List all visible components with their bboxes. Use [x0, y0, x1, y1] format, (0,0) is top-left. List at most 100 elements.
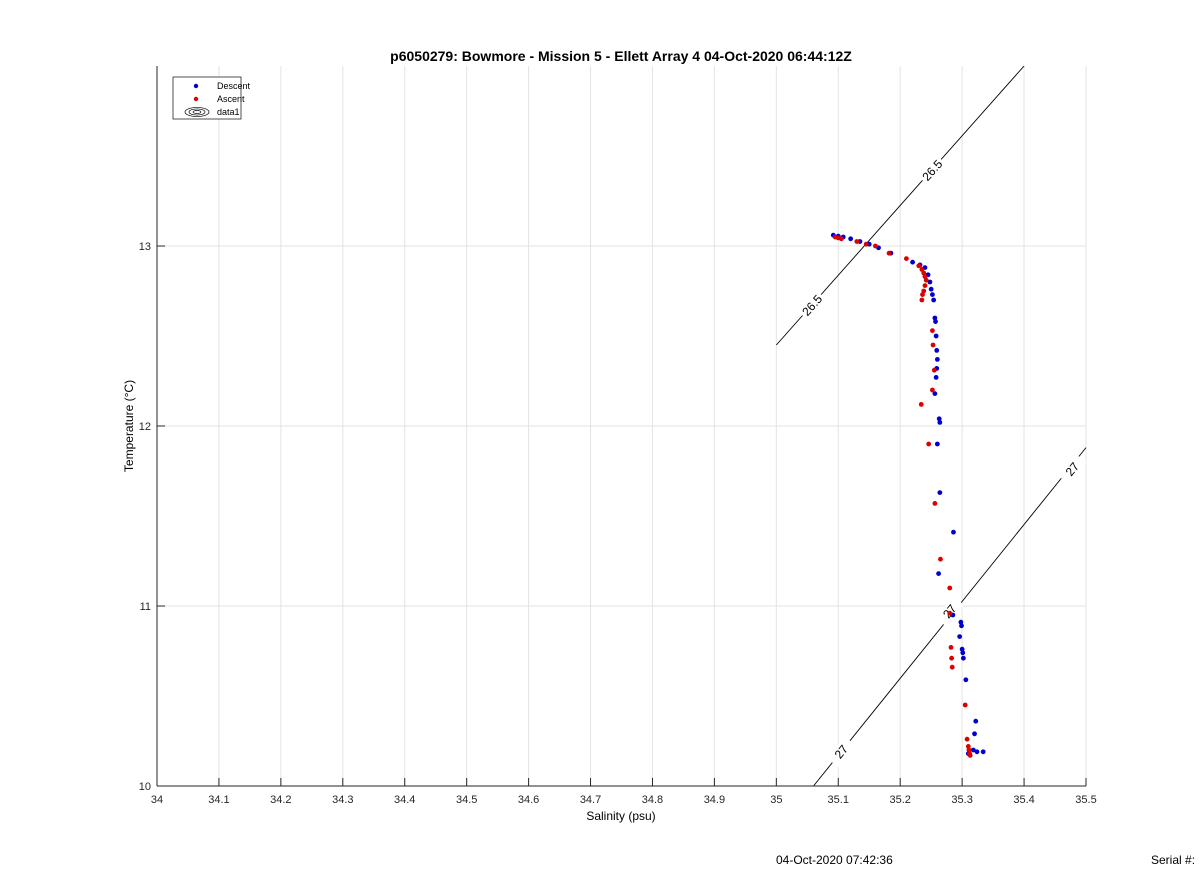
- descent-point: [933, 319, 938, 324]
- descent-point: [932, 391, 938, 396]
- x-tick-label: 34.1: [208, 794, 229, 806]
- legend-marker-descent: [193, 83, 199, 89]
- ascent-point: [966, 747, 972, 753]
- descent-point: [974, 749, 980, 755]
- descent-point: [960, 655, 966, 661]
- contour-label-background: [917, 155, 947, 186]
- descent-point: [930, 292, 935, 297]
- descent-point: [951, 529, 956, 535]
- descent-point: [934, 357, 940, 362]
- descent-point: [936, 416, 942, 422]
- ascent-point: [863, 241, 869, 247]
- descent-point: [960, 650, 966, 656]
- descent-point: [910, 259, 915, 265]
- ascent-point: [930, 342, 936, 348]
- contour-label-background: [827, 736, 856, 768]
- ascent-point: [964, 736, 970, 742]
- ascent-point: [967, 753, 973, 758]
- x-tick-label: 34.8: [642, 794, 663, 806]
- ascent-point: [926, 441, 932, 447]
- contour-label-background: [1058, 453, 1087, 485]
- descent-point: [936, 571, 941, 576]
- ascent-point: [921, 270, 927, 276]
- descent-point: [933, 375, 939, 380]
- x-tick-label: 34.2: [270, 794, 291, 806]
- ascent-point: [931, 367, 937, 373]
- x-tick-label: 35.2: [889, 794, 910, 806]
- ascent-point: [903, 256, 909, 261]
- x-tick-label: 34: [151, 794, 163, 806]
- x-tick-label: 34.5: [456, 794, 477, 806]
- y-tick-label: 13: [139, 241, 151, 253]
- legend-label-ascent: Ascent: [217, 94, 245, 104]
- data-points: [830, 232, 986, 758]
- ascent-point: [949, 655, 955, 661]
- descent-point: [928, 286, 934, 292]
- descent-point: [973, 718, 979, 724]
- ascent-point: [923, 277, 929, 283]
- serial-label: Serial #:: [1151, 853, 1196, 867]
- descent-point: [934, 348, 940, 353]
- y-axis-label: Temperature (°C): [122, 380, 136, 472]
- ascent-point: [922, 283, 928, 288]
- descent-point: [934, 441, 940, 447]
- x-tick-label: 35: [770, 794, 782, 806]
- ascent-point: [886, 250, 892, 256]
- axes: 34 34.1 34.2 34.3 34.4 34.5 34.6 34.7 34.8 34.9 35…: [139, 66, 1097, 806]
- ascent-point: [921, 288, 927, 294]
- legend-contour-icon: [184, 107, 210, 117]
- contour-label-background: [797, 290, 827, 321]
- ascent-point: [918, 402, 924, 407]
- descent-point: [963, 677, 969, 683]
- ascent-point: [930, 387, 935, 393]
- ascent-point: [948, 645, 954, 650]
- y-tick-label: 11: [140, 601, 151, 613]
- descent-point: [959, 623, 964, 629]
- descent-point: [959, 646, 965, 652]
- legend: Descent Ascent data1: [172, 76, 251, 120]
- ascent-point: [919, 267, 925, 272]
- x-axis-label: Salinity (psu): [586, 809, 655, 823]
- ascent-point: [916, 263, 922, 269]
- ascent-point: [922, 274, 928, 279]
- ascent-point: [962, 702, 968, 708]
- chart-title: p6050279: Bowmore - Mission 5 - Ellett A…: [390, 48, 852, 64]
- ascent-point: [930, 328, 935, 333]
- ascent-point: [947, 585, 953, 591]
- ascent-point: [932, 501, 938, 506]
- descent-point: [932, 315, 938, 321]
- ascent-point: [947, 610, 953, 616]
- descent-point: [958, 619, 964, 625]
- y-tick-label: 12: [139, 421, 151, 433]
- x-tick-label: 35.1: [828, 794, 849, 806]
- ascent-point: [965, 744, 971, 749]
- descent-point: [931, 297, 937, 303]
- descent-point: [937, 490, 943, 495]
- ascent-point: [938, 556, 943, 562]
- x-tick-label: 34.3: [332, 794, 353, 806]
- descent-point: [972, 731, 977, 737]
- legend-marker-ascent: [193, 96, 199, 102]
- legend-label-data1: data1: [217, 107, 240, 117]
- descent-point: [937, 420, 943, 425]
- y-tick-label: 10: [139, 781, 151, 793]
- ascent-point: [949, 664, 955, 670]
- descent-point: [980, 749, 986, 755]
- x-tick-label: 35.5: [1075, 794, 1096, 806]
- x-tick-label: 34.6: [518, 794, 539, 806]
- legend-box: [172, 76, 242, 120]
- x-tick-label: 35.4: [1013, 794, 1034, 806]
- descent-point: [927, 279, 933, 285]
- x-tick-label: 34.4: [394, 794, 415, 806]
- descent-point: [933, 333, 939, 339]
- descent-point: [848, 236, 854, 242]
- legend-label-descent: Descent: [217, 81, 251, 91]
- descent-point: [970, 747, 976, 753]
- ascent-point: [838, 236, 844, 242]
- x-tick-label: 34.7: [580, 794, 601, 806]
- descent-point: [957, 634, 963, 639]
- legend-contour-icon: [192, 110, 202, 114]
- print-timestamp: 04-Oct-2020 07:42:36: [776, 853, 893, 867]
